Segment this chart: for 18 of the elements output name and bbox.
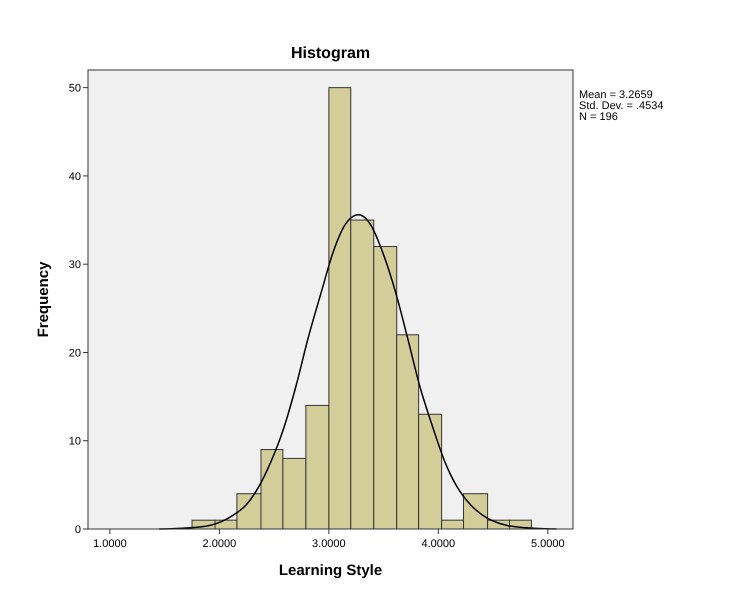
x-tick-label: 4.0000 — [422, 538, 456, 550]
x-axis-title: Learning Style — [278, 562, 382, 579]
text: Mean = 3.2659 — [579, 89, 653, 101]
y-tick-label: 0 — [74, 524, 81, 536]
x-tick-label: 5.0000 — [530, 538, 565, 550]
x-tick-label: 1.0000 — [93, 538, 127, 550]
y-tick-label: 40 — [68, 170, 81, 183]
y-tick-label: 20 — [68, 347, 81, 360]
x-tick-label: 2.0000 — [202, 538, 236, 550]
text: N = 196 — [579, 111, 618, 123]
y-axis-title: Frequency — [35, 260, 52, 338]
chart-title: Histogram — [290, 45, 370, 62]
x-tick-label: 3.0000 — [312, 538, 346, 550]
y-tick-label: 30 — [68, 259, 81, 272]
line-series — [158, 214, 558, 530]
y-tick-label: 50 — [68, 82, 81, 95]
y-tick-label: 10 — [68, 436, 81, 448]
text: Std. Dev. = .4534 — [579, 100, 664, 112]
